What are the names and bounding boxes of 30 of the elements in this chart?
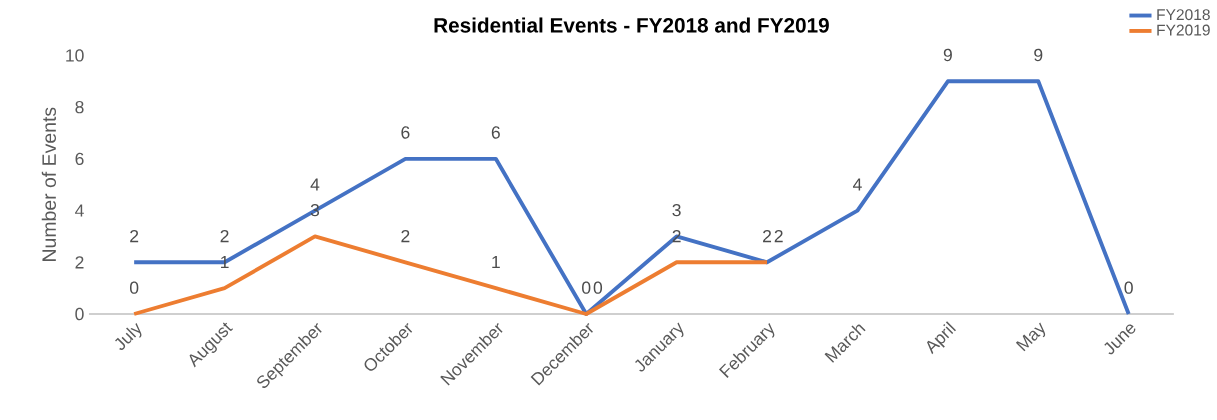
data-label: 9 — [943, 48, 952, 62]
y-tick-label: 10 — [66, 49, 84, 62]
x-tick-label: May — [1015, 322, 1046, 352]
y-tick-label: 8 — [75, 100, 84, 114]
y-tick-label: 0 — [75, 307, 84, 321]
data-label: 2 — [763, 229, 772, 243]
x-tick-label: July — [115, 322, 142, 350]
y-tick-label: 2 — [75, 256, 84, 269]
data-label: 4 — [852, 178, 862, 191]
y-tick-label: 6 — [75, 152, 84, 166]
data-label: 1 — [492, 255, 500, 269]
data-label: 6 — [401, 126, 410, 139]
data-label: 6 — [491, 126, 500, 139]
line-series — [132, 79, 1131, 316]
legend-label: FY2019 — [1157, 24, 1210, 36]
data-label: 3 — [672, 203, 681, 217]
data-label: 0 — [129, 281, 139, 294]
data-label: 0 — [593, 281, 603, 294]
data-label: 2 — [130, 229, 139, 243]
legend-label: FY2018 — [1157, 9, 1210, 21]
y-tick-label: 4 — [75, 204, 84, 217]
data-label: 9 — [1034, 48, 1043, 62]
data-label: 2 — [401, 229, 410, 243]
data-label: 4 — [310, 178, 320, 191]
y-axis-title: Number of Events — [41, 107, 56, 261]
data-label: 0 — [1124, 281, 1133, 294]
data-label: 0 — [582, 281, 591, 294]
chart-title: Residential Events - FY2018 and FY2019 — [434, 17, 829, 33]
data-label: 2 — [774, 229, 783, 243]
data-label: 2 — [220, 229, 229, 243]
